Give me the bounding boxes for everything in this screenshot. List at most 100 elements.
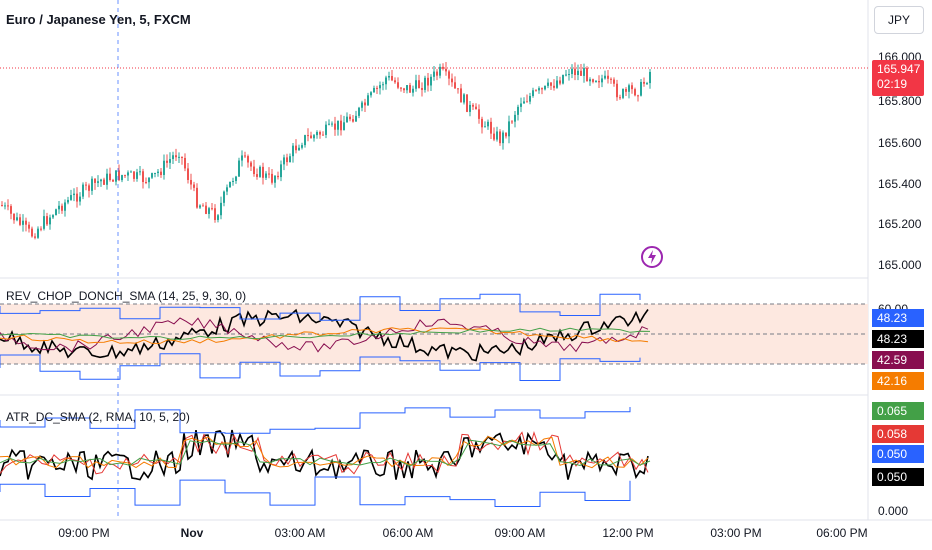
time-axis-label: 09:00 PM: [58, 526, 110, 540]
candle-body: [154, 172, 156, 174]
candle-body: [649, 71, 651, 84]
candle-body: [559, 80, 561, 84]
time-axis-label: 06:00 PM: [816, 526, 868, 540]
candle-body: [301, 145, 303, 148]
indicator2-label[interactable]: ATR_DC_SMA (2, RMA, 10, 5, 20): [6, 410, 190, 424]
candle-body: [259, 166, 261, 177]
lightning-icon[interactable]: [641, 246, 663, 268]
candle-body: [445, 68, 447, 72]
candle-body: [298, 147, 300, 151]
candle-body: [295, 145, 297, 151]
candle-body: [4, 205, 6, 207]
candle-body: [7, 205, 9, 207]
candle-body: [481, 118, 483, 128]
candle-body: [421, 88, 423, 90]
candle-body: [508, 121, 510, 137]
candle-body: [10, 206, 12, 214]
candle-body: [244, 155, 246, 157]
donchian-line: [0, 407, 631, 434]
candle-body: [475, 106, 477, 110]
candle-body: [571, 68, 573, 75]
candle-body: [565, 74, 567, 76]
candle-body: [415, 80, 417, 89]
candle-body: [46, 216, 48, 225]
indicator1-label[interactable]: REV_CHOP_DONCH_SMA (14, 25, 9, 30, 0): [6, 289, 247, 303]
candle-body: [448, 71, 450, 79]
candle-body: [502, 132, 504, 144]
candle-body: [343, 122, 345, 131]
candle-body: [79, 196, 81, 202]
candle-body: [442, 66, 444, 69]
candle-body: [49, 217, 51, 225]
candle-body: [70, 195, 72, 200]
candle-body: [178, 156, 180, 158]
candle-body: [235, 176, 237, 181]
candle-body: [634, 89, 636, 96]
candle-body: [598, 80, 600, 83]
indicator1-value-badge: 48.23: [872, 309, 924, 327]
candle-body: [640, 81, 642, 96]
candle-body: [37, 228, 39, 238]
candle-body: [271, 173, 273, 183]
candle-body: [103, 179, 105, 185]
candle-body: [289, 156, 291, 163]
candle-body: [454, 82, 456, 89]
candle-body: [607, 75, 609, 79]
candle-body: [523, 101, 525, 104]
candle-body: [31, 228, 33, 237]
price-pane: [1, 61, 651, 240]
candle-body: [385, 77, 387, 85]
candle-body: [139, 171, 141, 173]
candle-body: [241, 155, 243, 161]
candle-body: [451, 78, 453, 83]
last-price-value: 165.947: [877, 62, 921, 76]
currency-button[interactable]: JPY: [874, 6, 924, 34]
candle-body: [532, 90, 534, 96]
candle-body: [337, 120, 339, 130]
candle-body: [361, 102, 363, 108]
candle-body: [247, 156, 249, 163]
candle-body: [91, 178, 93, 191]
candle-body: [190, 179, 192, 185]
candle-body: [340, 120, 342, 131]
candle-body: [373, 87, 375, 93]
chop-signal-line: [0, 317, 649, 353]
candle-body: [367, 95, 369, 106]
candle-body: [196, 187, 198, 208]
chop-avg-line: [0, 327, 651, 341]
candle-body: [202, 205, 204, 207]
indicator1-value-badge: 48.23: [872, 330, 924, 348]
candle-body: [466, 94, 468, 112]
candle-body: [412, 88, 414, 93]
candle-body: [136, 172, 138, 179]
indicator2-value-badge: 0.058: [872, 425, 924, 443]
candle-body: [13, 213, 15, 221]
candle-body: [187, 168, 189, 180]
candle-body: [568, 74, 570, 76]
candle-body: [280, 164, 282, 178]
candle-body: [358, 107, 360, 116]
candle-body: [250, 162, 252, 167]
candle-body: [64, 202, 66, 211]
candle-body: [304, 135, 306, 146]
candle-body: [118, 170, 120, 181]
candle-body: [253, 166, 255, 175]
candle-body: [427, 77, 429, 86]
candle-body: [325, 124, 327, 135]
candle-body: [394, 80, 396, 83]
candle-body: [637, 95, 639, 97]
candle-body: [283, 157, 285, 165]
atr-fast-line: [0, 431, 649, 475]
candle-body: [541, 88, 543, 90]
candle-body: [382, 84, 384, 86]
candle-body: [463, 94, 465, 103]
candle-body: [184, 157, 186, 169]
candle-body: [97, 181, 99, 183]
candle-body: [175, 155, 177, 158]
candle-body: [403, 88, 405, 91]
candle-body: [181, 156, 183, 158]
candle-body: [274, 175, 276, 183]
candle-body: [616, 83, 618, 98]
candle-body: [553, 85, 555, 88]
